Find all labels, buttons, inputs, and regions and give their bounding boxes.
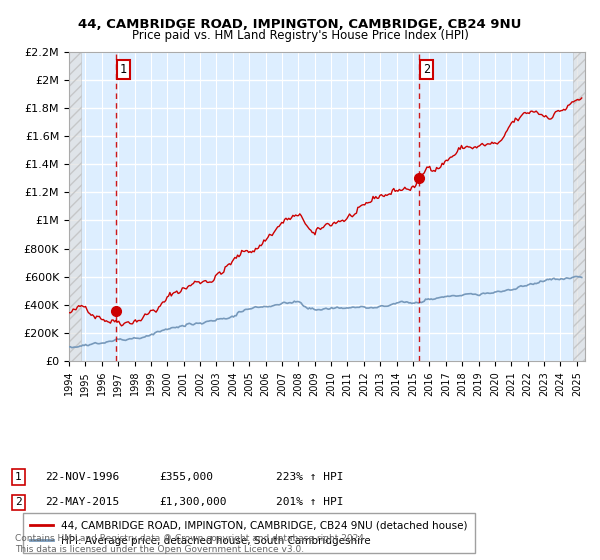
- Text: £355,000: £355,000: [159, 472, 213, 482]
- Text: Contains HM Land Registry data © Crown copyright and database right 2024.
This d: Contains HM Land Registry data © Crown c…: [15, 534, 367, 554]
- Text: 2: 2: [15, 497, 22, 507]
- Bar: [69, 52, 81, 361]
- Text: 22-MAY-2015: 22-MAY-2015: [45, 497, 119, 507]
- Text: 2: 2: [422, 63, 430, 76]
- Text: 1: 1: [15, 472, 22, 482]
- Bar: [573, 52, 585, 361]
- Text: 44, CAMBRIDGE ROAD, IMPINGTON, CAMBRIDGE, CB24 9NU: 44, CAMBRIDGE ROAD, IMPINGTON, CAMBRIDGE…: [79, 18, 521, 31]
- Text: 201% ↑ HPI: 201% ↑ HPI: [276, 497, 343, 507]
- Text: Price paid vs. HM Land Registry's House Price Index (HPI): Price paid vs. HM Land Registry's House …: [131, 29, 469, 42]
- Text: 22-NOV-1996: 22-NOV-1996: [45, 472, 119, 482]
- Text: £1,300,000: £1,300,000: [159, 497, 227, 507]
- Legend: 44, CAMBRIDGE ROAD, IMPINGTON, CAMBRIDGE, CB24 9NU (detached house), HPI: Averag: 44, CAMBRIDGE ROAD, IMPINGTON, CAMBRIDGE…: [23, 514, 475, 553]
- Text: 223% ↑ HPI: 223% ↑ HPI: [276, 472, 343, 482]
- Text: 1: 1: [120, 63, 127, 76]
